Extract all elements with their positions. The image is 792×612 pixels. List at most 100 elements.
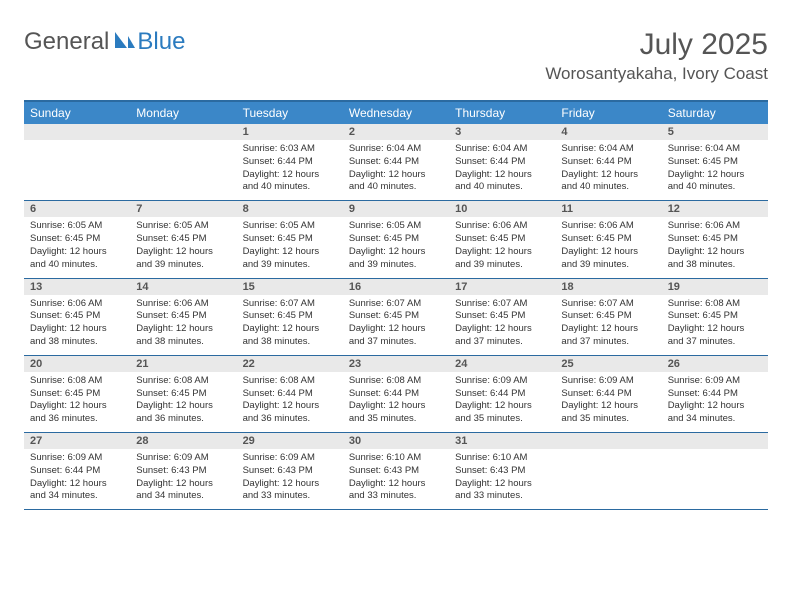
day-cell: 9Sunrise: 6:05 AMSunset: 6:45 PMDaylight… <box>343 201 449 278</box>
day-cell: 7Sunrise: 6:05 AMSunset: 6:45 PMDaylight… <box>130 201 236 278</box>
day-cell: 28Sunrise: 6:09 AMSunset: 6:43 PMDayligh… <box>130 433 236 510</box>
day-body: Sunrise: 6:06 AMSunset: 6:45 PMDaylight:… <box>24 295 130 355</box>
day-number: 18 <box>555 279 661 295</box>
header: General Blue July 2025 Worosantyakaha, I… <box>24 28 768 84</box>
day-number: 26 <box>662 356 768 372</box>
day-body: Sunrise: 6:06 AMSunset: 6:45 PMDaylight:… <box>130 295 236 355</box>
day-number: 27 <box>24 433 130 449</box>
empty-day-body <box>130 140 236 198</box>
day-number: 21 <box>130 356 236 372</box>
day-body: Sunrise: 6:04 AMSunset: 6:44 PMDaylight:… <box>343 140 449 200</box>
day-cell: 21Sunrise: 6:08 AMSunset: 6:45 PMDayligh… <box>130 355 236 432</box>
dow-friday: Friday <box>555 101 661 124</box>
day-body: Sunrise: 6:05 AMSunset: 6:45 PMDaylight:… <box>24 217 130 277</box>
day-cell: 2Sunrise: 6:04 AMSunset: 6:44 PMDaylight… <box>343 124 449 201</box>
dow-saturday: Saturday <box>662 101 768 124</box>
calendar-week-row: 6Sunrise: 6:05 AMSunset: 6:45 PMDaylight… <box>24 201 768 278</box>
day-body: Sunrise: 6:10 AMSunset: 6:43 PMDaylight:… <box>449 449 555 509</box>
day-cell: 24Sunrise: 6:09 AMSunset: 6:44 PMDayligh… <box>449 355 555 432</box>
title-block: July 2025 Worosantyakaha, Ivory Coast <box>545 28 768 84</box>
day-cell: 18Sunrise: 6:07 AMSunset: 6:45 PMDayligh… <box>555 278 661 355</box>
calendar-week-row: 20Sunrise: 6:08 AMSunset: 6:45 PMDayligh… <box>24 355 768 432</box>
day-number: 23 <box>343 356 449 372</box>
day-body: Sunrise: 6:06 AMSunset: 6:45 PMDaylight:… <box>555 217 661 277</box>
day-cell: 3Sunrise: 6:04 AMSunset: 6:44 PMDaylight… <box>449 124 555 201</box>
day-cell: 29Sunrise: 6:09 AMSunset: 6:43 PMDayligh… <box>237 433 343 510</box>
dow-tuesday: Tuesday <box>237 101 343 124</box>
day-cell: 31Sunrise: 6:10 AMSunset: 6:43 PMDayligh… <box>449 433 555 510</box>
day-cell: 30Sunrise: 6:10 AMSunset: 6:43 PMDayligh… <box>343 433 449 510</box>
day-body: Sunrise: 6:04 AMSunset: 6:45 PMDaylight:… <box>662 140 768 200</box>
dow-sunday: Sunday <box>24 101 130 124</box>
day-number: 31 <box>449 433 555 449</box>
day-number: 4 <box>555 124 661 140</box>
page-title: July 2025 <box>545 28 768 62</box>
day-number: 15 <box>237 279 343 295</box>
day-body: Sunrise: 6:04 AMSunset: 6:44 PMDaylight:… <box>555 140 661 200</box>
day-cell <box>662 433 768 510</box>
day-cell: 25Sunrise: 6:09 AMSunset: 6:44 PMDayligh… <box>555 355 661 432</box>
day-cell: 22Sunrise: 6:08 AMSunset: 6:44 PMDayligh… <box>237 355 343 432</box>
day-body: Sunrise: 6:08 AMSunset: 6:44 PMDaylight:… <box>343 372 449 432</box>
calendar-week-row: 13Sunrise: 6:06 AMSunset: 6:45 PMDayligh… <box>24 278 768 355</box>
day-number: 13 <box>24 279 130 295</box>
day-cell: 11Sunrise: 6:06 AMSunset: 6:45 PMDayligh… <box>555 201 661 278</box>
day-body: Sunrise: 6:03 AMSunset: 6:44 PMDaylight:… <box>237 140 343 200</box>
day-cell: 17Sunrise: 6:07 AMSunset: 6:45 PMDayligh… <box>449 278 555 355</box>
dow-monday: Monday <box>130 101 236 124</box>
empty-day-body <box>662 449 768 507</box>
day-number: 14 <box>130 279 236 295</box>
day-number: 11 <box>555 201 661 217</box>
logo-sail-icon <box>113 30 135 55</box>
day-cell: 6Sunrise: 6:05 AMSunset: 6:45 PMDaylight… <box>24 201 130 278</box>
calendar-table: Sunday Monday Tuesday Wednesday Thursday… <box>24 100 768 510</box>
day-number: 24 <box>449 356 555 372</box>
day-cell <box>555 433 661 510</box>
calendar-body: 1Sunrise: 6:03 AMSunset: 6:44 PMDaylight… <box>24 124 768 510</box>
empty-day-header <box>24 124 130 140</box>
day-cell: 14Sunrise: 6:06 AMSunset: 6:45 PMDayligh… <box>130 278 236 355</box>
day-number: 25 <box>555 356 661 372</box>
logo: General Blue <box>24 28 185 56</box>
day-body: Sunrise: 6:08 AMSunset: 6:45 PMDaylight:… <box>662 295 768 355</box>
day-number: 22 <box>237 356 343 372</box>
day-body: Sunrise: 6:09 AMSunset: 6:44 PMDaylight:… <box>24 449 130 509</box>
day-number: 5 <box>662 124 768 140</box>
logo-text-general: General <box>24 28 109 56</box>
day-body: Sunrise: 6:09 AMSunset: 6:44 PMDaylight:… <box>662 372 768 432</box>
day-body: Sunrise: 6:09 AMSunset: 6:43 PMDaylight:… <box>237 449 343 509</box>
dow-wednesday: Wednesday <box>343 101 449 124</box>
day-body: Sunrise: 6:05 AMSunset: 6:45 PMDaylight:… <box>237 217 343 277</box>
day-number: 9 <box>343 201 449 217</box>
day-body: Sunrise: 6:05 AMSunset: 6:45 PMDaylight:… <box>130 217 236 277</box>
empty-day-header <box>130 124 236 140</box>
day-body: Sunrise: 6:07 AMSunset: 6:45 PMDaylight:… <box>449 295 555 355</box>
day-body: Sunrise: 6:09 AMSunset: 6:44 PMDaylight:… <box>449 372 555 432</box>
day-number: 30 <box>343 433 449 449</box>
day-cell: 8Sunrise: 6:05 AMSunset: 6:45 PMDaylight… <box>237 201 343 278</box>
day-number: 8 <box>237 201 343 217</box>
day-number: 7 <box>130 201 236 217</box>
day-number: 6 <box>24 201 130 217</box>
day-body: Sunrise: 6:09 AMSunset: 6:43 PMDaylight:… <box>130 449 236 509</box>
day-body: Sunrise: 6:07 AMSunset: 6:45 PMDaylight:… <box>343 295 449 355</box>
day-number: 2 <box>343 124 449 140</box>
day-number: 28 <box>130 433 236 449</box>
day-number: 16 <box>343 279 449 295</box>
day-cell: 1Sunrise: 6:03 AMSunset: 6:44 PMDaylight… <box>237 124 343 201</box>
dow-thursday: Thursday <box>449 101 555 124</box>
day-cell: 10Sunrise: 6:06 AMSunset: 6:45 PMDayligh… <box>449 201 555 278</box>
day-number: 20 <box>24 356 130 372</box>
day-cell: 15Sunrise: 6:07 AMSunset: 6:45 PMDayligh… <box>237 278 343 355</box>
day-body: Sunrise: 6:10 AMSunset: 6:43 PMDaylight:… <box>343 449 449 509</box>
day-cell: 4Sunrise: 6:04 AMSunset: 6:44 PMDaylight… <box>555 124 661 201</box>
empty-day-body <box>555 449 661 507</box>
day-cell <box>24 124 130 201</box>
day-cell: 16Sunrise: 6:07 AMSunset: 6:45 PMDayligh… <box>343 278 449 355</box>
day-cell: 13Sunrise: 6:06 AMSunset: 6:45 PMDayligh… <box>24 278 130 355</box>
empty-day-header <box>662 433 768 449</box>
day-number: 3 <box>449 124 555 140</box>
logo-text-blue: Blue <box>137 28 185 56</box>
day-body: Sunrise: 6:07 AMSunset: 6:45 PMDaylight:… <box>237 295 343 355</box>
day-cell: 26Sunrise: 6:09 AMSunset: 6:44 PMDayligh… <box>662 355 768 432</box>
